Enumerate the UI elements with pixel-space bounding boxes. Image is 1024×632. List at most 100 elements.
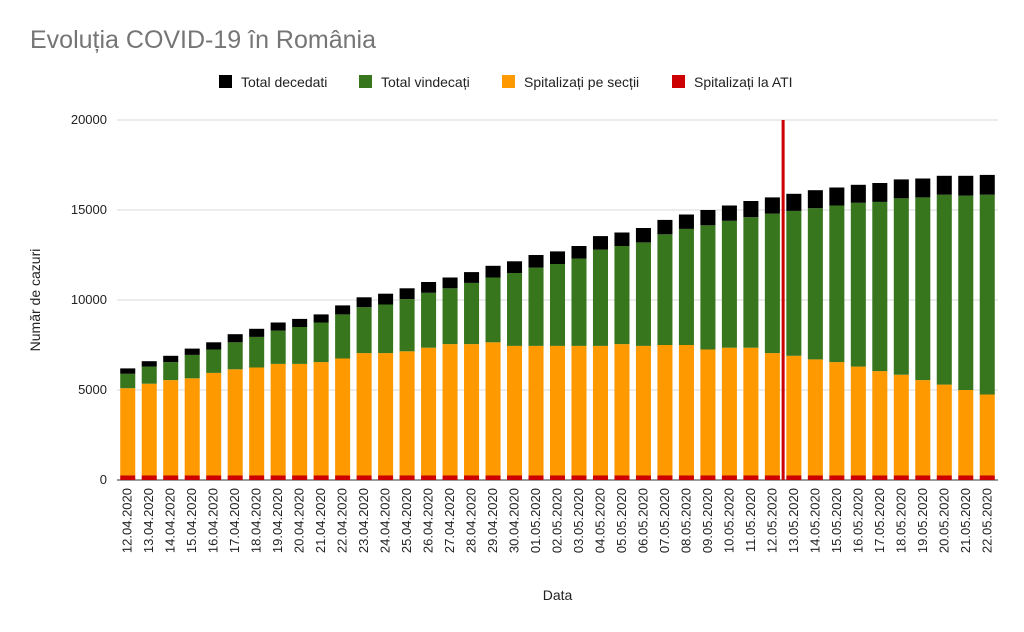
bar-segment (764, 213, 780, 354)
bar-segment (464, 475, 480, 480)
bar-segment (829, 205, 845, 363)
bar-segment (614, 246, 630, 345)
x-tick-label: 23.04.2020 (356, 488, 371, 553)
bar-segment (120, 373, 136, 389)
y-tick-label: 0 (100, 472, 107, 487)
y-tick-label: 5000 (78, 382, 107, 397)
x-tick-label: 30.04.2020 (507, 488, 522, 553)
x-tick-label: 19.04.2020 (270, 488, 285, 553)
bar-segment (614, 475, 630, 480)
bar-segment (850, 475, 866, 480)
x-tick-label: 18.04.2020 (249, 488, 264, 553)
bar-segment (786, 355, 802, 476)
bar-segment (743, 475, 759, 480)
bar-segment (893, 198, 909, 375)
x-tick-label: 13.04.2020 (141, 488, 156, 553)
bar-segment (936, 194, 952, 385)
bar-segment (163, 380, 179, 476)
x-tick-label: 22.05.2020 (979, 488, 994, 553)
bar-segment (958, 475, 974, 480)
bar-segment (292, 475, 308, 480)
bar-segment (743, 347, 759, 476)
bar-segment (485, 475, 501, 480)
x-tick-label: 20.04.2020 (292, 488, 307, 553)
bar-segment (120, 475, 136, 480)
bar-segment (270, 330, 286, 364)
bar-segment (979, 475, 995, 480)
x-tick-label: 06.05.2020 (635, 488, 650, 553)
bar-segment (378, 353, 394, 476)
y-tick-label: 15000 (71, 202, 107, 217)
x-axis-label: Data (543, 587, 573, 603)
bar-segment (507, 345, 523, 476)
bar-segment (549, 251, 566, 264)
y-axis-ticks: 0 5000 10000 15000 20000 (71, 112, 107, 487)
bar-segment (485, 265, 501, 278)
bar-segment (936, 384, 952, 476)
bar-segment (915, 197, 931, 381)
bar-segment (356, 307, 372, 354)
bar-segment (206, 342, 222, 350)
bar-segment (872, 475, 888, 480)
bar-segment (141, 366, 157, 384)
x-tick-label: 16.04.2020 (206, 488, 221, 553)
x-tick-label: 14.05.2020 (807, 488, 822, 553)
x-tick-label: 01.05.2020 (528, 488, 543, 553)
bar-segment (786, 193, 802, 211)
bar-segment (442, 288, 458, 345)
bar-segment (592, 345, 608, 476)
bar-segment (421, 475, 437, 480)
bar-segment (743, 217, 759, 348)
bar-segment (249, 336, 265, 368)
bar-segment (163, 475, 179, 480)
bar-segment (700, 349, 716, 476)
x-tick-label: 22.04.2020 (335, 488, 350, 553)
bar-segment (936, 475, 952, 480)
bar-segment (270, 475, 286, 480)
x-tick-label: 28.04.2020 (464, 488, 479, 553)
x-tick-label: 21.04.2020 (313, 488, 328, 553)
y-axis-label: Număr de cazuri (27, 249, 43, 352)
bar-segment (507, 261, 523, 273)
bar-segment (979, 394, 995, 476)
x-tick-label: 11.05.2020 (743, 488, 758, 552)
bar-segment (313, 322, 329, 363)
x-tick-label: 07.05.2020 (657, 488, 672, 553)
bar-segment (571, 246, 587, 259)
bar-segment (979, 194, 995, 395)
legend-swatch (502, 75, 515, 88)
x-tick-label: 19.05.2020 (915, 488, 930, 553)
bar-segment (141, 361, 157, 367)
bar-segment (335, 305, 351, 315)
x-tick-label: 20.05.2020 (936, 488, 951, 553)
x-tick-label: 04.05.2020 (592, 488, 607, 553)
legend-label: Spitalizați pe secții (524, 74, 639, 90)
x-tick-label: 03.05.2020 (571, 488, 586, 553)
bar-segment (721, 220, 737, 348)
bar-segment (549, 345, 566, 476)
bar-segment (571, 475, 587, 480)
bar-segment (378, 304, 394, 354)
bar-segment (399, 299, 415, 352)
bar-segment (549, 475, 566, 480)
x-tick-label: 17.04.2020 (227, 488, 242, 553)
bar-segment (356, 475, 372, 480)
bar-segment (313, 475, 329, 480)
bar-segment (721, 205, 737, 221)
bar-segment (356, 297, 372, 308)
bar-segment (700, 210, 716, 226)
bar-segment (184, 378, 200, 476)
bar-segment (227, 342, 243, 370)
bar-segment (356, 353, 372, 476)
bar-segment (592, 249, 608, 346)
legend-label: Total decedati (241, 74, 327, 90)
x-tick-label: 16.05.2020 (850, 488, 865, 553)
bar-segment (507, 273, 523, 346)
bar-segment (464, 282, 480, 345)
bars (120, 174, 995, 480)
bar-segment (958, 390, 974, 476)
bar-segment (786, 475, 802, 480)
bar-segment (786, 210, 802, 356)
bar-segment (635, 228, 651, 243)
bar-segment (464, 272, 480, 283)
